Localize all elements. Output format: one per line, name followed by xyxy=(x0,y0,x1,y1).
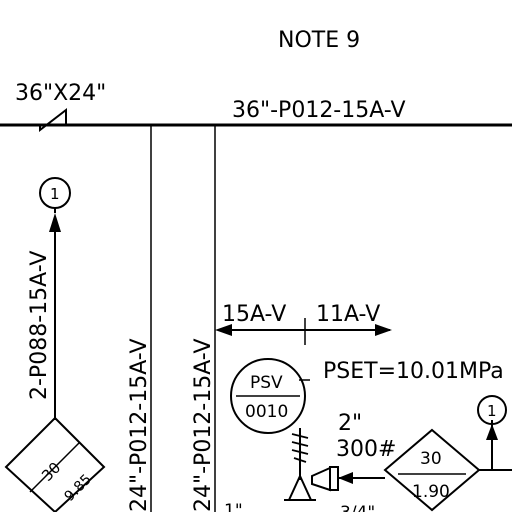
left-diamond-bottom: 9.85 xyxy=(62,471,95,504)
left-diamond-divider xyxy=(29,441,81,493)
reducer-symbol xyxy=(39,107,67,133)
bottom-partial-1: 1" xyxy=(224,501,243,512)
right-reference-circle xyxy=(477,395,507,425)
spec-break-right-label: 11A-V xyxy=(316,302,380,327)
reducer-label: 36"X24" xyxy=(15,81,106,106)
psv-flange xyxy=(329,466,339,491)
bottom-partial-2: 3/4" xyxy=(340,503,375,512)
left-line-label: 2-P088-15A-V xyxy=(27,251,52,400)
outlet-arrow xyxy=(338,472,353,484)
psv-spring xyxy=(291,433,309,463)
psv-tag-circle xyxy=(230,358,306,434)
left-diamond xyxy=(4,416,106,512)
left-circle-label: 1 xyxy=(50,185,60,203)
valve-size-label: 2" xyxy=(338,411,362,436)
spec-break-arrow-left xyxy=(215,324,232,336)
spec-break-left-label: 15A-V xyxy=(222,302,286,327)
header-line-label: 36"-P012-15A-V xyxy=(232,98,406,123)
note-label: NOTE 9 xyxy=(278,28,360,53)
pset-label: PSET=10.01MPa xyxy=(323,359,504,384)
branch-2-label: 24"-P012-15A-V xyxy=(191,338,216,512)
psv-outlet xyxy=(311,466,331,492)
valve-rating-label: 300# xyxy=(336,437,396,462)
right-diamond-top: 30 xyxy=(420,449,442,469)
right-circle-label: 1 xyxy=(487,402,497,420)
right-diamond xyxy=(383,428,481,512)
right-flow-arrow xyxy=(486,424,498,440)
psv-tag-top: PSV xyxy=(250,373,283,393)
branch-1-label: 24"-P012-15A-V xyxy=(127,338,152,512)
left-flow-arrow xyxy=(49,213,61,232)
psv-tag-bottom: 0010 xyxy=(245,402,288,422)
right-diamond-bottom: 1.90 xyxy=(412,482,450,502)
spec-break-arrow-right xyxy=(375,324,392,336)
